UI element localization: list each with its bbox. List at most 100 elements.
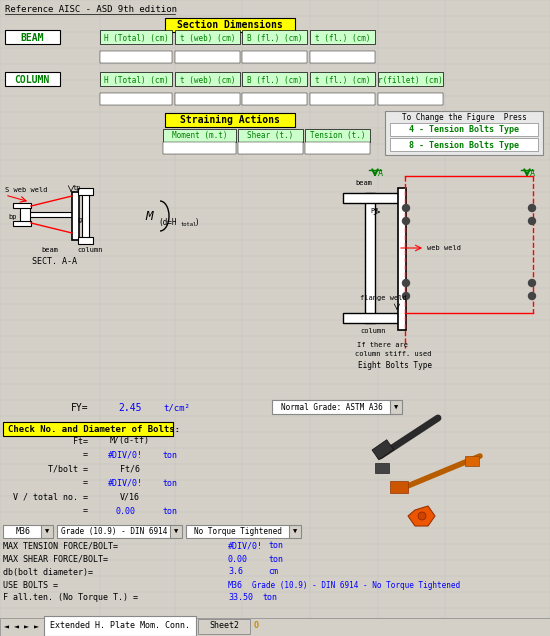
Text: T/bolt =: T/bolt = (48, 464, 88, 473)
Text: V / total no. =: V / total no. = (13, 492, 88, 502)
Text: 2.45: 2.45 (118, 403, 142, 413)
Circle shape (403, 218, 410, 225)
Bar (170, 525, 182, 538)
Text: H (Total) (cm): H (Total) (cm) (103, 76, 168, 85)
Text: 33.50: 33.50 (228, 593, 253, 602)
Circle shape (529, 205, 536, 212)
Bar (20, 205, 30, 224)
Bar (310, 51, 375, 63)
Text: MAX SHEAR FORCE/BOLT=: MAX SHEAR FORCE/BOLT= (3, 555, 108, 563)
Text: B (fl.) (cm): B (fl.) (cm) (247, 76, 303, 85)
Text: S web weld: S web weld (5, 187, 47, 193)
Text: Pf: Pf (370, 208, 378, 214)
Text: V/16: V/16 (120, 492, 140, 502)
Bar (165, 18, 295, 32)
Text: Normal Grade: ASTM A36: Normal Grade: ASTM A36 (281, 403, 383, 413)
Text: Check No. and Diameter of Bolts:: Check No. and Diameter of Bolts: (8, 424, 180, 434)
Bar (165, 113, 295, 127)
Text: g: g (78, 217, 82, 223)
Bar (343, 193, 398, 203)
Circle shape (529, 279, 536, 286)
Bar (242, 30, 307, 44)
Bar (78, 188, 93, 195)
Text: M36: M36 (15, 527, 30, 536)
Text: =: = (83, 478, 88, 488)
Bar (20, 212, 75, 217)
Bar (375, 463, 389, 473)
Text: ton: ton (262, 593, 277, 602)
Bar (100, 72, 172, 86)
Bar (390, 481, 408, 493)
Text: Extended H. Plate Mom. Conn.: Extended H. Plate Mom. Conn. (50, 621, 190, 630)
Circle shape (418, 512, 426, 520)
Bar (242, 51, 307, 63)
Text: ton: ton (162, 450, 177, 459)
Bar (5, 72, 60, 86)
Text: BEAM: BEAM (20, 33, 44, 43)
Bar (310, 30, 375, 44)
Circle shape (403, 279, 410, 286)
Text: 4 - Tension Bolts Type: 4 - Tension Bolts Type (409, 125, 519, 134)
Bar (5, 30, 60, 44)
Bar (44, 616, 196, 636)
Bar (13, 221, 31, 226)
Text: total: total (181, 223, 197, 228)
Text: A: A (378, 170, 383, 179)
Bar (372, 439, 394, 460)
Bar (398, 188, 406, 330)
Text: column: column (360, 328, 386, 334)
Text: B (fl.) (cm): B (fl.) (cm) (247, 34, 303, 43)
Text: Straining Actions: Straining Actions (180, 115, 280, 125)
Bar (175, 93, 240, 105)
Text: To Change the Figure  Press: To Change the Figure Press (402, 113, 526, 123)
Bar (390, 400, 402, 414)
Text: Shear (t.): Shear (t.) (248, 131, 294, 140)
Text: Reference AISC - ASD 9th edition: Reference AISC - ASD 9th edition (5, 4, 177, 13)
Text: USE BOLTS =: USE BOLTS = (3, 581, 58, 590)
Bar (390, 123, 538, 136)
Text: Sheet2: Sheet2 (209, 621, 239, 630)
Text: A: A (530, 170, 535, 179)
Text: Moment (m.t): Moment (m.t) (172, 131, 227, 140)
Bar (41, 525, 53, 538)
Circle shape (529, 293, 536, 300)
Text: t (fl.) (cm): t (fl.) (cm) (315, 76, 370, 85)
Text: Grade (10.9) - DIN 6914: Grade (10.9) - DIN 6914 (61, 527, 167, 536)
Text: r(fillet) (cm): r(fillet) (cm) (378, 76, 443, 85)
Text: ton: ton (268, 555, 283, 563)
Text: t (web) (cm): t (web) (cm) (180, 76, 235, 85)
Text: #DIV/0!: #DIV/0! (107, 478, 142, 488)
Text: #DIV/0!: #DIV/0! (228, 541, 263, 551)
Text: 8 - Tension Bolts Type: 8 - Tension Bolts Type (409, 141, 519, 149)
Text: ): ) (195, 218, 200, 226)
Text: #DIV/0!: #DIV/0! (107, 450, 142, 459)
Text: beam: beam (41, 247, 58, 253)
Text: (d=H: (d=H (158, 218, 177, 226)
Text: ton: ton (162, 478, 177, 488)
Text: t/cm²: t/cm² (163, 403, 190, 413)
Bar (100, 93, 172, 105)
Bar (3, 525, 43, 538)
Bar (72, 192, 79, 240)
Text: No Torque Tightened: No Torque Tightened (194, 527, 282, 536)
Text: flange weld: flange weld (360, 295, 407, 301)
Bar (100, 30, 172, 44)
Bar (163, 142, 236, 154)
Text: H (Total) (cm): H (Total) (cm) (103, 34, 168, 43)
Text: Eight Bolts Type: Eight Bolts Type (358, 361, 432, 370)
Text: Tension (t.): Tension (t.) (310, 131, 365, 140)
Bar (198, 619, 250, 634)
Bar (343, 313, 398, 323)
Text: COLUMN: COLUMN (14, 75, 50, 85)
Bar (365, 193, 375, 323)
Text: 0.00: 0.00 (115, 506, 135, 516)
Text: ▼: ▼ (174, 529, 178, 534)
Text: =: = (83, 506, 88, 516)
Text: MAX TENSION FORCE/BOLT=: MAX TENSION FORCE/BOLT= (3, 541, 118, 551)
Text: F all.ten. (No Torque T.) =: F all.ten. (No Torque T.) = (3, 593, 138, 602)
Bar (242, 72, 307, 86)
Text: t (web) (cm): t (web) (cm) (180, 34, 235, 43)
Circle shape (529, 218, 536, 225)
Bar (82, 190, 89, 242)
Bar (163, 129, 236, 142)
